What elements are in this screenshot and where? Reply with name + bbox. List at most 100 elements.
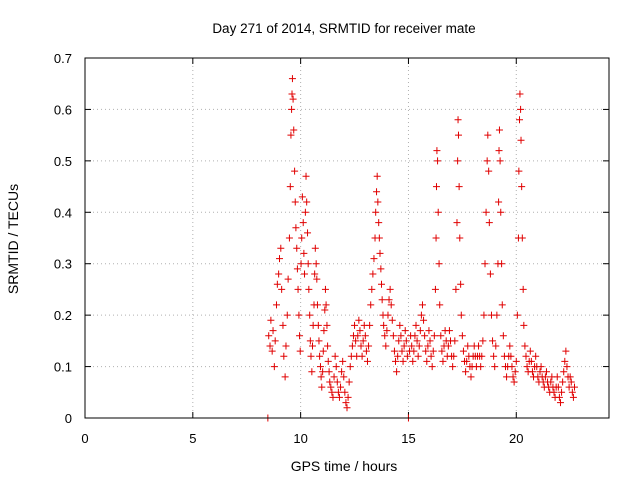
data-point: [398, 347, 406, 355]
data-point: [402, 337, 410, 345]
data-point: [512, 357, 520, 365]
data-point: [296, 347, 304, 355]
y-tick-label: 0.4: [54, 205, 72, 220]
data-point: [343, 404, 351, 412]
data-point: [536, 368, 544, 376]
data-point: [399, 357, 407, 365]
data-point: [434, 208, 442, 216]
data-point: [308, 342, 316, 350]
data-point: [378, 296, 386, 304]
x-axis-label: GPS time / hours: [291, 458, 398, 474]
data-point: [380, 321, 388, 329]
data-point: [428, 363, 436, 371]
data-point: [323, 321, 331, 329]
data-point: [277, 244, 285, 252]
data-point: [395, 337, 403, 345]
data-point: [420, 316, 428, 324]
data-point: [478, 352, 486, 360]
data-point: [438, 347, 446, 355]
data-point: [335, 393, 343, 401]
data-point: [290, 126, 298, 134]
data-point: [354, 332, 362, 340]
data-point: [387, 301, 395, 309]
data-point: [485, 219, 493, 227]
data-point: [338, 368, 346, 376]
data-point: [370, 255, 378, 263]
data-point: [294, 285, 302, 293]
data-point: [467, 373, 475, 381]
data-point: [485, 167, 493, 175]
data-point: [278, 285, 286, 293]
data-point: [329, 393, 337, 401]
data-point: [289, 95, 297, 103]
data-point: [516, 116, 524, 124]
x-tick-label: 10: [293, 431, 307, 446]
data-point: [369, 270, 377, 278]
data-point: [324, 357, 332, 365]
data-point: [422, 347, 430, 355]
data-point: [492, 342, 500, 350]
data-point: [368, 285, 376, 293]
data-point: [495, 198, 503, 206]
data-point: [318, 383, 326, 391]
data-point: [553, 373, 561, 381]
data-point: [326, 378, 334, 386]
data-point: [511, 368, 519, 376]
data-point: [311, 270, 319, 278]
data-point: [285, 234, 293, 242]
data-point: [268, 347, 276, 355]
data-point: [510, 378, 518, 386]
chart-title: Day 271 of 2014, SRMTID for receiver mat…: [212, 21, 475, 36]
data-point: [481, 260, 489, 268]
data-point: [483, 157, 491, 165]
data-point: [522, 352, 530, 360]
data-point: [498, 260, 506, 268]
data-point: [414, 352, 422, 360]
data-point: [550, 388, 558, 396]
data-point: [458, 332, 466, 340]
data-point: [394, 352, 402, 360]
data-point: [355, 316, 363, 324]
data-point: [286, 183, 294, 191]
data-point: [475, 342, 483, 350]
data-point: [423, 357, 431, 365]
data-point: [528, 368, 536, 376]
data-point: [401, 327, 409, 335]
data-point: [496, 157, 504, 165]
data-point: [305, 285, 313, 293]
data-point: [288, 105, 296, 113]
data-point: [555, 393, 563, 401]
data-point: [450, 352, 458, 360]
data-point: [429, 347, 437, 355]
data-point: [269, 327, 277, 335]
data-point: [568, 388, 576, 396]
data-point: [547, 378, 555, 386]
y-tick-label: 0.3: [54, 257, 72, 272]
y-tick-label: 0.5: [54, 154, 72, 169]
data-point: [331, 352, 339, 360]
data-point: [292, 224, 300, 232]
data-point: [513, 311, 521, 319]
data-point: [393, 368, 401, 376]
data-point: [275, 270, 283, 278]
data-point: [333, 378, 341, 386]
data-point: [361, 332, 369, 340]
data-point: [324, 342, 332, 350]
data-point: [432, 234, 440, 242]
data-point: [271, 337, 279, 345]
data-point: [283, 311, 291, 319]
data-point: [434, 157, 442, 165]
data-point: [453, 219, 461, 227]
data-point: [291, 167, 299, 175]
data-point: [457, 311, 465, 319]
data-point: [493, 311, 501, 319]
data-point: [316, 363, 324, 371]
data-point: [454, 116, 462, 124]
data-point: [554, 383, 562, 391]
x-tick-label: 0: [81, 431, 88, 446]
data-point: [409, 357, 417, 365]
data-point: [312, 260, 320, 268]
data-point: [265, 332, 273, 340]
data-point: [563, 363, 571, 371]
data-point: [451, 337, 459, 345]
